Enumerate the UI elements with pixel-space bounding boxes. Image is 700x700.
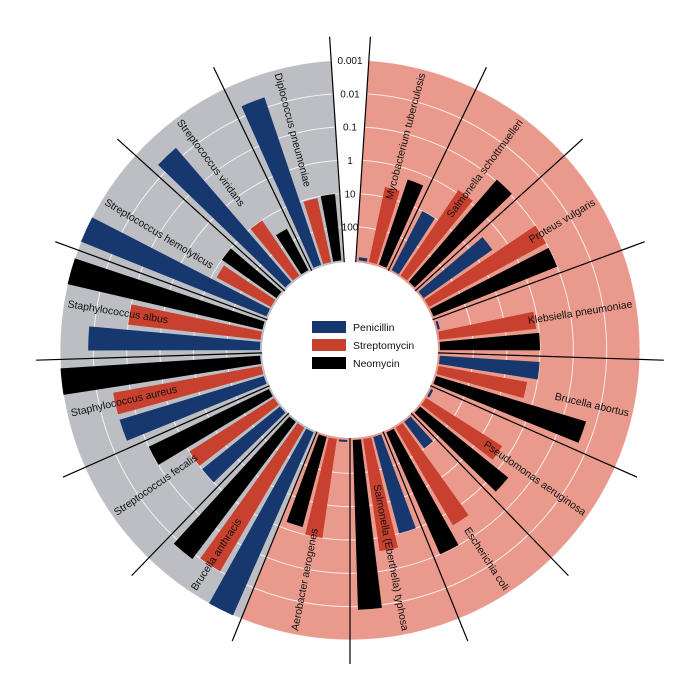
brucella-anthracis-neomycin-bar <box>173 416 296 560</box>
radial-tick-label: 0.001 <box>337 56 362 67</box>
pseudomonas-aeruginosa-streptomycin-bar <box>421 398 503 460</box>
legend-label-penicillin: Penicillin <box>353 322 395 334</box>
brucella-abortus-penicillin-bar <box>438 355 540 380</box>
staphylococcus-albus-neomycin-bar <box>67 258 265 330</box>
salmonella-schottmuelleri-neomycin-bar <box>408 179 512 288</box>
streptococcus-viridans-neomycin-bar <box>275 228 309 275</box>
brucella-abortus-streptomycin-bar <box>436 365 528 399</box>
sector-divider <box>432 241 645 321</box>
klebsiella-pneumoniae-streptomycin-bar <box>438 311 537 340</box>
sector-divider <box>387 66 487 272</box>
salmonella-eberthella-typhosa-streptomycin-bar <box>363 437 399 552</box>
radial-tick-label: 10 <box>344 189 356 200</box>
sector-divider <box>437 352 664 361</box>
sector-divider <box>131 412 290 577</box>
aerobacter-aerogenes-penicillin-bar <box>338 439 348 442</box>
legend-label-neomycin: Neomycin <box>353 358 400 370</box>
diplococcus-pneumoniae-neomycin-bar <box>320 194 342 262</box>
salmonella-schottmuelleri-penicillin-bar <box>391 211 435 275</box>
salmonella-eberthella-typhosa-penicillin-bar <box>373 434 416 534</box>
mycobacterium-tuberculosis-penicillin-bar <box>358 257 368 262</box>
proteus-vulgaris-streptomycin-bar <box>424 225 547 307</box>
escherichia-coli-neomycin-bar <box>386 428 459 555</box>
escherichia-coli-streptomycin-bar <box>395 423 469 526</box>
divider-lines <box>36 36 664 664</box>
salmonella-eberthella-typhosa-neomycin-bar <box>352 439 382 610</box>
pseudomonas-aeruginosa-penicillin-bar <box>427 388 434 398</box>
legend-swatch-penicillin <box>312 321 346 333</box>
streptococcus-hemolyticus-neomycin-bar <box>221 248 282 299</box>
radial-tick-label: 1 <box>347 156 353 167</box>
aerobacter-aerogenes-neomycin-bar <box>286 434 327 527</box>
radial-tick-label: 0.01 <box>340 89 360 100</box>
pseudomonas-aeruginosa-neomycin-bar <box>414 406 509 492</box>
streptococcus-fecalis-penicillin-bar <box>202 406 286 483</box>
streptococcus-hemolyticus-penicillin-bar <box>80 217 270 317</box>
proteus-vulgaris-penicillin-bar <box>418 237 493 299</box>
legend-swatch-neomycin <box>312 357 346 369</box>
aerobacter-aerogenes-streptomycin-bar <box>305 437 337 538</box>
sector-divider <box>36 352 263 361</box>
sector-divider <box>430 385 638 478</box>
legend-label-streptomycin: Streptomycin <box>353 340 414 352</box>
streptococcus-fecalis-neomycin-bar <box>148 388 273 465</box>
sector-divider <box>355 36 371 263</box>
proteus-vulgaris-neomycin-bar <box>430 247 558 317</box>
radial-tick-label: 100 <box>342 223 359 234</box>
streptococcus-viridans-streptomycin-bar <box>250 220 300 281</box>
legend-swatch-streptomycin <box>312 339 346 351</box>
diplococcus-pneumoniae-streptomycin-bar <box>303 198 332 265</box>
staphylococcus-aureus-penicillin-bar <box>119 376 267 441</box>
streptococcus-viridans-penicillin-bar <box>158 147 292 288</box>
bar-marks <box>60 97 587 616</box>
klebsiella-pneumoniae-neomycin-bar <box>439 332 540 351</box>
sector-divider <box>382 431 469 642</box>
sector-divider <box>117 138 286 292</box>
sector-divider <box>62 385 270 478</box>
brucella-anthracis-penicillin-bar <box>209 428 314 616</box>
diplococcus-pneumoniae-penicillin-bar <box>241 97 322 268</box>
staphylococcus-albus-streptomycin-bar <box>128 304 262 340</box>
mycobacterium-tuberculosis-streptomycin-bar <box>368 187 400 265</box>
legend: Penicillin Streptomycin Neomycin <box>312 321 414 370</box>
escherichia-coli-penicillin-bar <box>404 416 434 449</box>
gram-negative-sector <box>241 60 640 640</box>
streptococcus-fecalis-streptomycin-bar <box>189 398 279 466</box>
sector-divider <box>231 431 318 642</box>
sector-divider <box>55 241 268 321</box>
brucella-abortus-neomycin-bar <box>433 376 587 443</box>
mycobacterium-tuberculosis-neomycin-bar <box>378 179 424 268</box>
sector-divider <box>414 138 583 292</box>
brucella-anthracis-streptomycin-bar <box>200 423 305 572</box>
radial-tick-labels: 0.001 0.01 0.1 1 10 100 <box>337 56 362 234</box>
salmonella-schottmuelleri-streptomycin-bar <box>400 190 473 281</box>
klebsiella-pneumoniae-penicillin-bar <box>435 320 440 330</box>
streptococcus-hemolyticus-streptomycin-bar <box>216 265 276 307</box>
staphylococcus-aureus-streptomycin-bar <box>113 365 264 415</box>
staphylococcus-albus-penicillin-bar <box>88 326 261 351</box>
staphylococcus-aureus-neomycin-bar <box>60 355 262 395</box>
radial-tick-label: 0.1 <box>343 123 357 134</box>
sector-divider <box>410 412 569 577</box>
sector-divider <box>329 36 345 263</box>
sector-divider <box>213 66 313 272</box>
